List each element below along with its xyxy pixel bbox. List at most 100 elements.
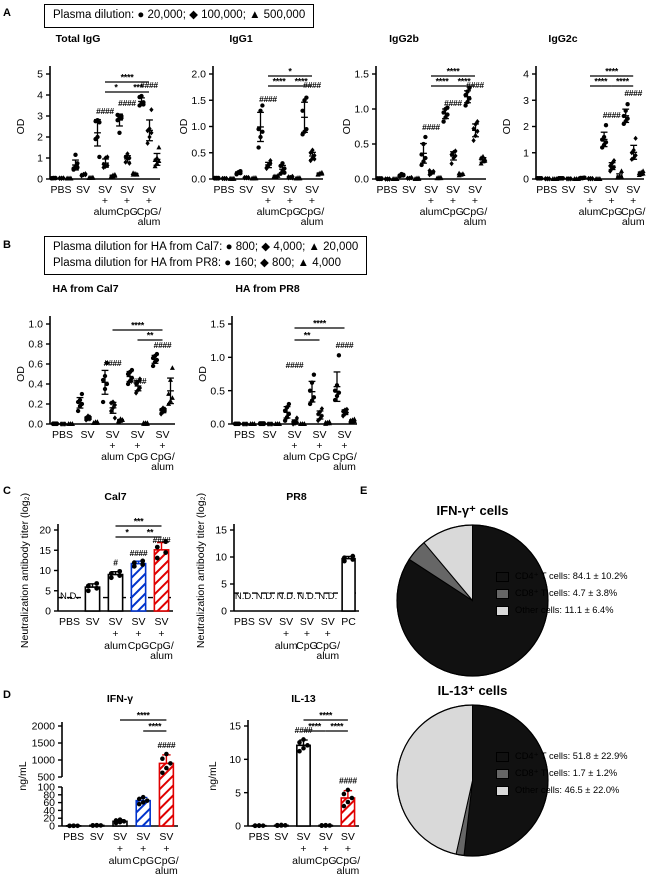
- x-tick-adjuvant: alum: [292, 855, 315, 867]
- data-point-triangle: [251, 421, 257, 426]
- data-point-circle: [280, 161, 285, 166]
- y-axis-label: ng/mL: [207, 761, 219, 790]
- chart-ha-cal7: HA from Cal7 0.0 0.2 0.4 0.6 0.8 1.0 OD #### ####…: [4, 276, 179, 476]
- data-point-diamond: [145, 140, 150, 146]
- hash-annotation: ####: [422, 122, 440, 132]
- data-point-circle: [258, 134, 263, 140]
- data-points: [49, 93, 162, 181]
- y-tick-label: 1.5: [354, 69, 369, 81]
- chart-title: HA from Cal7: [52, 283, 118, 295]
- x-tick-label: SV: [319, 831, 333, 843]
- data-point-diamond: [105, 162, 110, 168]
- data-point-diamond: [125, 151, 130, 157]
- data-point-triangle: [326, 419, 332, 424]
- data-point-diamond: [135, 379, 141, 385]
- chart-igg1: IgG1 0.0 0.5 1.0 1.5 2.0 OD #### #### * **** **** PB…: [167, 26, 327, 231]
- data-point-triangle: [90, 175, 96, 180]
- x-tick-adjuvant: CpG/: [463, 206, 488, 218]
- data-point-circle: [421, 141, 426, 147]
- data-point-circle: [154, 357, 160, 363]
- data-point-diamond: [451, 149, 456, 156]
- data-point-circle: [463, 103, 468, 108]
- data-point-circle: [286, 411, 292, 417]
- data-points: [50, 351, 175, 427]
- x-tick-label: SV: [274, 831, 288, 843]
- x-tick-plus: +: [112, 628, 118, 640]
- data-point-circle: [401, 173, 406, 178]
- x-tick-adjuvant: alum: [109, 855, 132, 867]
- sig-label: ****: [295, 77, 309, 87]
- y-tick-label: 10: [215, 552, 227, 564]
- y-axis-label: OD: [501, 118, 513, 134]
- sig-label: ****: [148, 722, 162, 732]
- hash-annotation: ####: [153, 535, 171, 545]
- data-point-circle: [108, 575, 114, 581]
- data-point-circle: [236, 421, 242, 426]
- panel-letter-c: C: [3, 485, 11, 497]
- data-point-circle: [252, 823, 258, 828]
- y-tick-label: 5: [235, 787, 241, 799]
- data-point-circle: [304, 126, 309, 132]
- data-point-circle: [141, 102, 146, 107]
- data-point-circle: [539, 176, 544, 181]
- pie-legend-il13: CD4⁺ T cells: 51.8 ± 22.9% CD8⁺ T cells:…: [496, 752, 648, 803]
- x-tick-adjuvant2: alum: [337, 865, 360, 877]
- x-tick-adjuvant: alum: [94, 206, 117, 218]
- y-tick-label: 20: [43, 813, 55, 825]
- sig-label: ***: [133, 83, 143, 93]
- data-point-diamond: [242, 174, 247, 181]
- data-point-triangle: [482, 158, 488, 163]
- data-point-triangle: [166, 401, 172, 406]
- data-point-circle: [75, 165, 80, 170]
- data-point-circle: [75, 161, 80, 166]
- data-point-circle: [160, 770, 165, 776]
- chart-title: Cal7: [104, 491, 126, 503]
- data-point-diamond: [449, 160, 454, 167]
- data-point-triangle: [460, 171, 466, 176]
- data-point-diamond: [137, 376, 143, 382]
- y-tick-label: 40: [43, 805, 55, 817]
- y-tick-label: 0.0: [191, 174, 206, 186]
- chart-title: PR8: [286, 491, 307, 503]
- data-point-circle: [256, 145, 261, 150]
- x-tick-label: SV: [262, 429, 276, 441]
- x-tick-plus: +: [140, 843, 146, 855]
- data-point-diamond: [611, 164, 617, 170]
- y-tick-label: 5: [221, 579, 227, 591]
- x-tick-label: SV: [261, 184, 275, 196]
- data-point-diamond: [133, 390, 139, 396]
- data-point-diamond: [162, 406, 168, 412]
- data-point-circle: [73, 152, 78, 158]
- x-tick-adjuvant: alum: [420, 206, 443, 218]
- y-tick-label: 0.0: [28, 419, 43, 431]
- x-tick-label: SV: [136, 831, 150, 843]
- data-point-triangle: [169, 395, 175, 400]
- x-tick-adjuvant: alum: [101, 451, 124, 463]
- y-tick-label: 0.4: [28, 379, 43, 391]
- sig-label: **: [147, 528, 154, 538]
- data-point-circle: [67, 823, 72, 829]
- data-point-circle: [309, 398, 315, 403]
- data-point-circle: [260, 129, 265, 134]
- data-point-circle: [379, 176, 384, 181]
- chart-ifng: IFN-γ 500 1000 1500 2000 0 20 40 60 80 100 ng/mL ###…: [4, 686, 184, 886]
- data-point-circle: [319, 823, 324, 828]
- panel-b-legend-box: Plasma dilution for HA from Cal7: ● 800;…: [44, 236, 368, 276]
- x-tick-label: SV: [341, 831, 355, 843]
- y-tick-label: 0.0: [210, 419, 225, 431]
- x-tick-label: SV: [337, 429, 351, 441]
- data-point-circle: [104, 360, 110, 366]
- data-point-circle: [623, 108, 628, 113]
- legend-row: Other cells: 46.5 ± 22.0%: [496, 786, 648, 796]
- data-point-circle: [441, 119, 446, 124]
- data-point-triangle: [134, 172, 140, 177]
- data-point-triangle: [144, 420, 150, 425]
- data-point-circle: [136, 801, 142, 807]
- legend-row: CD4⁺ T cells: 51.8 ± 22.9%: [496, 752, 648, 762]
- chart-il13: IL-13 0 5 10 15 ng/mL #### #### **** **** **** PBS S…: [190, 686, 365, 886]
- data-point-circle: [139, 93, 144, 99]
- data-point-circle: [95, 134, 100, 140]
- x-tick-label: SV: [90, 831, 104, 843]
- data-point-circle: [154, 544, 160, 550]
- data-point-circle: [119, 115, 124, 121]
